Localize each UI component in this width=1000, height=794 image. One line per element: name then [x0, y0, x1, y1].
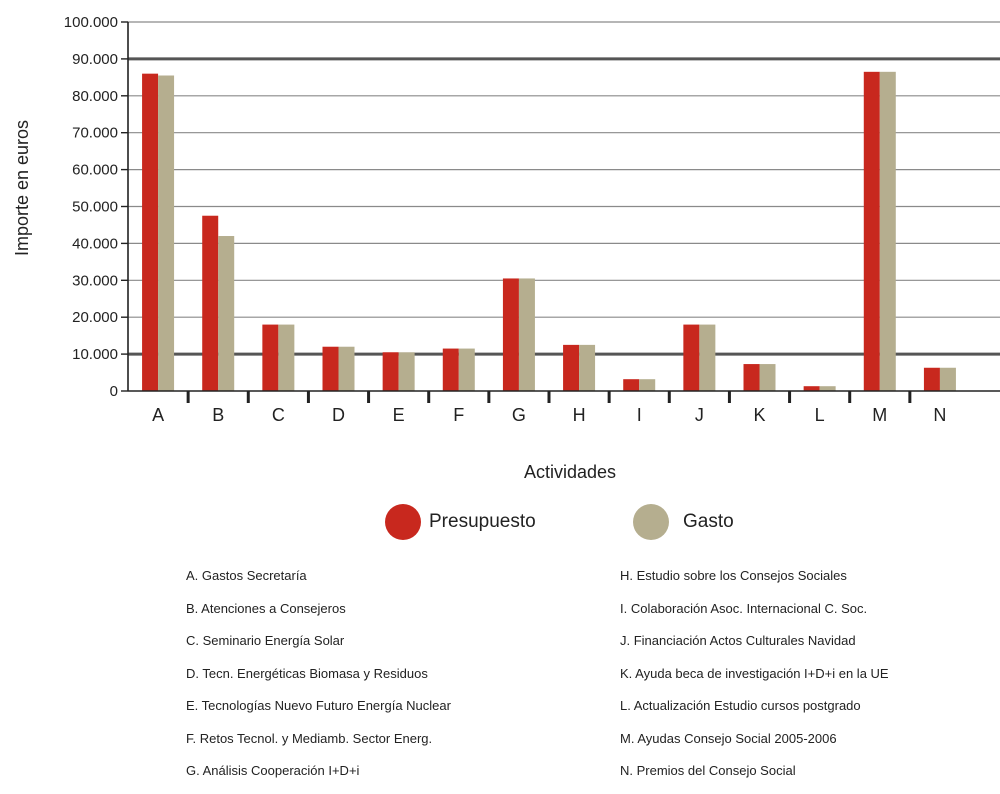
- bar-gasto-c: [278, 324, 295, 391]
- bar-gasto-j: [699, 324, 716, 391]
- x-tick-label: L: [815, 405, 825, 425]
- description-item: E. Tecnologías Nuevo Futuro Energía Nucl…: [186, 698, 451, 713]
- bar-presupuesto-b: [202, 215, 219, 391]
- y-tick-label: 0: [110, 383, 118, 400]
- bar-presupuesto-f: [442, 348, 459, 391]
- description-item: A. Gastos Secretaría: [186, 568, 307, 583]
- description-item: F. Retos Tecnol. y Mediamb. Sector Energ…: [186, 730, 433, 746]
- description-item: K. Ayuda beca de investigación I+D+i en …: [620, 665, 889, 681]
- bar-presupuesto-m: [863, 71, 880, 391]
- x-tick-label: J: [695, 405, 704, 425]
- legend-label-gasto: Gasto: [683, 511, 734, 532]
- bar-gasto-l: [819, 386, 836, 391]
- legend-label-presupuesto: Presupuesto: [429, 511, 536, 532]
- bar-gasto-e: [398, 352, 415, 391]
- y-tick-label: 60.000: [72, 162, 118, 179]
- bar-presupuesto-j: [683, 324, 700, 391]
- y-axis-title: Importe en euros: [12, 120, 32, 256]
- x-tick-label: H: [573, 405, 586, 425]
- bar-gasto-i: [639, 379, 656, 391]
- y-tick-labels: 0 10.000 20.000 30.000 40.000 50.000 60.000 70.…: [64, 14, 118, 400]
- x-tick-label: D: [332, 405, 345, 425]
- y-tick-label: 30.000: [72, 272, 118, 289]
- bar-presupuesto-d: [322, 346, 339, 391]
- x-tick-label: E: [393, 405, 405, 425]
- x-tick-label: M: [872, 405, 887, 425]
- x-axis-title: Actividades: [524, 462, 616, 482]
- bar-presupuesto-n: [923, 367, 940, 391]
- bar-gasto-h: [579, 344, 596, 391]
- y-tick-label: 50.000: [72, 199, 118, 216]
- x-tick-label: I: [637, 405, 642, 425]
- bars: [142, 71, 956, 391]
- x-tick-label: F: [453, 405, 464, 425]
- description-item: I. Colaboración Asoc. Internacional C. S…: [620, 600, 868, 616]
- description-item: L. Actualización Estudio cursos postgrad…: [620, 698, 861, 713]
- bar-presupuesto-i: [623, 379, 640, 391]
- legend-swatch-gasto: [633, 504, 669, 540]
- gridlines: [128, 21, 1000, 356]
- description-item: M. Ayudas Consejo Social 2005-2006: [620, 730, 837, 746]
- bar-presupuesto-a: [142, 73, 159, 391]
- axes: [121, 21, 1000, 403]
- description-item: C. Seminario Energía Solar: [186, 633, 345, 648]
- y-tick-label: 40.000: [72, 235, 118, 252]
- description-item: N. Premios del Consejo Social: [620, 763, 796, 778]
- bar-presupuesto-h: [563, 344, 580, 391]
- description-item: H. Estudio sobre los Consejos Sociales: [620, 568, 847, 583]
- description-item: B. Atenciones a Consejeros: [186, 600, 346, 616]
- y-tick-label: 100.000: [64, 14, 118, 31]
- y-tick-label: 70.000: [72, 125, 118, 142]
- bar-gasto-m: [879, 71, 896, 391]
- bar-gasto-f: [458, 348, 475, 391]
- x-tick-label: N: [933, 405, 946, 425]
- x-tick-label: B: [212, 405, 224, 425]
- legend-item-gasto: Gasto: [633, 504, 734, 540]
- bar-gasto-k: [759, 364, 776, 391]
- x-tick-label: K: [753, 405, 765, 425]
- y-tick-label: 80.000: [72, 88, 118, 105]
- description-item: J. Financiación Actos Culturales Navidad: [620, 633, 856, 648]
- descriptions-left-column: A. Gastos Secretaría B. Atenciones a Con…: [186, 566, 451, 794]
- x-tick-label: G: [512, 405, 526, 425]
- x-tick-labels: A B C D E F G H I J K L M N: [152, 405, 946, 425]
- bar-gasto-g: [518, 278, 535, 391]
- bar-gasto-b: [218, 236, 235, 391]
- legend-swatch-presupuesto: [385, 504, 421, 540]
- x-tick-label: C: [272, 405, 285, 425]
- bar-chart: 0 10.000 20.000 30.000 40.000 50.000 60.000 70.…: [12, 14, 1000, 482]
- bar-presupuesto-k: [743, 364, 760, 391]
- bar-presupuesto-l: [803, 386, 820, 391]
- description-item: G. Análisis Cooperación I+D+i: [186, 763, 360, 778]
- y-tick-label: 20.000: [72, 309, 118, 326]
- legend: Presupuesto Gasto: [0, 504, 1000, 544]
- bar-gasto-d: [338, 346, 355, 391]
- descriptions-right-column: H. Estudio sobre los Consejos Sociales I…: [620, 566, 889, 794]
- y-tick-label: 90.000: [72, 51, 118, 68]
- description-item: D. Tecn. Energéticas Biomasa y Residuos: [186, 665, 428, 681]
- x-tick-label: A: [152, 405, 164, 425]
- bar-gasto-n: [939, 367, 956, 391]
- y-tick-label: 10.000: [72, 346, 118, 363]
- legend-item-presupuesto: Presupuesto: [385, 504, 536, 540]
- bar-presupuesto-g: [502, 278, 519, 391]
- bar-presupuesto-e: [382, 352, 399, 391]
- bar-presupuesto-c: [262, 324, 279, 391]
- bar-gasto-a: [158, 75, 175, 391]
